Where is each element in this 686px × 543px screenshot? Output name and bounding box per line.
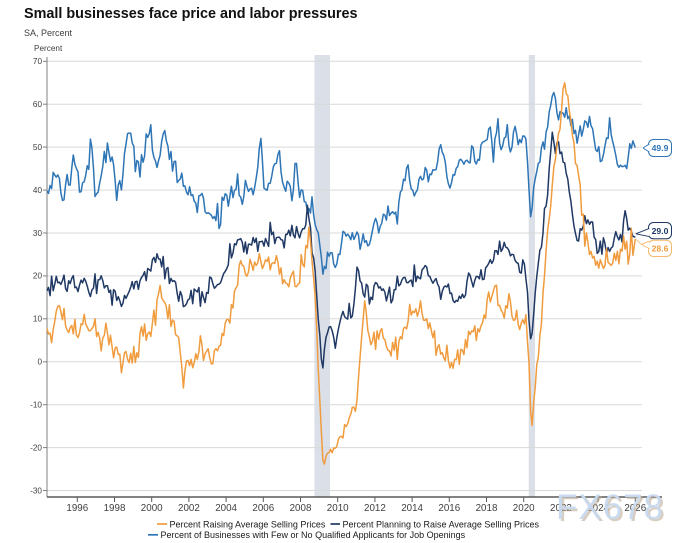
- svg-text:2026: 2026: [624, 503, 646, 514]
- svg-text:2008: 2008: [290, 503, 312, 514]
- svg-text:Percent of Businesses with Few: Percent of Businesses with Few or No Qua…: [161, 530, 466, 540]
- svg-text:2016: 2016: [438, 503, 460, 514]
- svg-text:40: 40: [33, 186, 43, 195]
- svg-text:-30: -30: [30, 486, 42, 495]
- svg-text:Percent Raising Average Sellin: Percent Raising Average Selling Prices: [170, 519, 326, 529]
- svg-text:2010: 2010: [327, 503, 349, 514]
- svg-text:2004: 2004: [215, 503, 237, 514]
- svg-text:2000: 2000: [141, 503, 163, 514]
- svg-text:-10: -10: [30, 401, 42, 410]
- svg-text:2024: 2024: [587, 503, 609, 514]
- svg-text:60: 60: [33, 100, 43, 109]
- svg-text:2012: 2012: [364, 503, 386, 514]
- svg-text:2018: 2018: [476, 503, 498, 514]
- svg-text:2002: 2002: [178, 503, 200, 514]
- svg-text:28.6: 28.6: [652, 243, 669, 253]
- svg-text:0: 0: [37, 358, 42, 367]
- svg-text:2020: 2020: [513, 503, 535, 514]
- svg-text:FX678: FX678: [558, 490, 666, 529]
- svg-text:2006: 2006: [252, 503, 274, 514]
- svg-text:20: 20: [33, 272, 43, 281]
- svg-text:50: 50: [33, 143, 43, 152]
- svg-text:2022: 2022: [550, 503, 572, 514]
- svg-text:10: 10: [33, 315, 43, 324]
- svg-text:30: 30: [33, 229, 43, 238]
- svg-text:Percent: Percent: [34, 44, 63, 53]
- svg-text:29.0: 29.0: [652, 226, 669, 236]
- svg-text:2014: 2014: [401, 503, 423, 514]
- svg-text:-20: -20: [30, 443, 42, 452]
- svg-text:49.9: 49.9: [652, 143, 669, 153]
- svg-text:Percent Planning to Raise Aver: Percent Planning to Raise Average Sellin…: [343, 519, 540, 529]
- svg-text:FX678: FX678: [556, 488, 664, 527]
- svg-text:1998: 1998: [104, 503, 126, 514]
- svg-text:1996: 1996: [66, 503, 88, 514]
- svg-text:70: 70: [33, 57, 43, 66]
